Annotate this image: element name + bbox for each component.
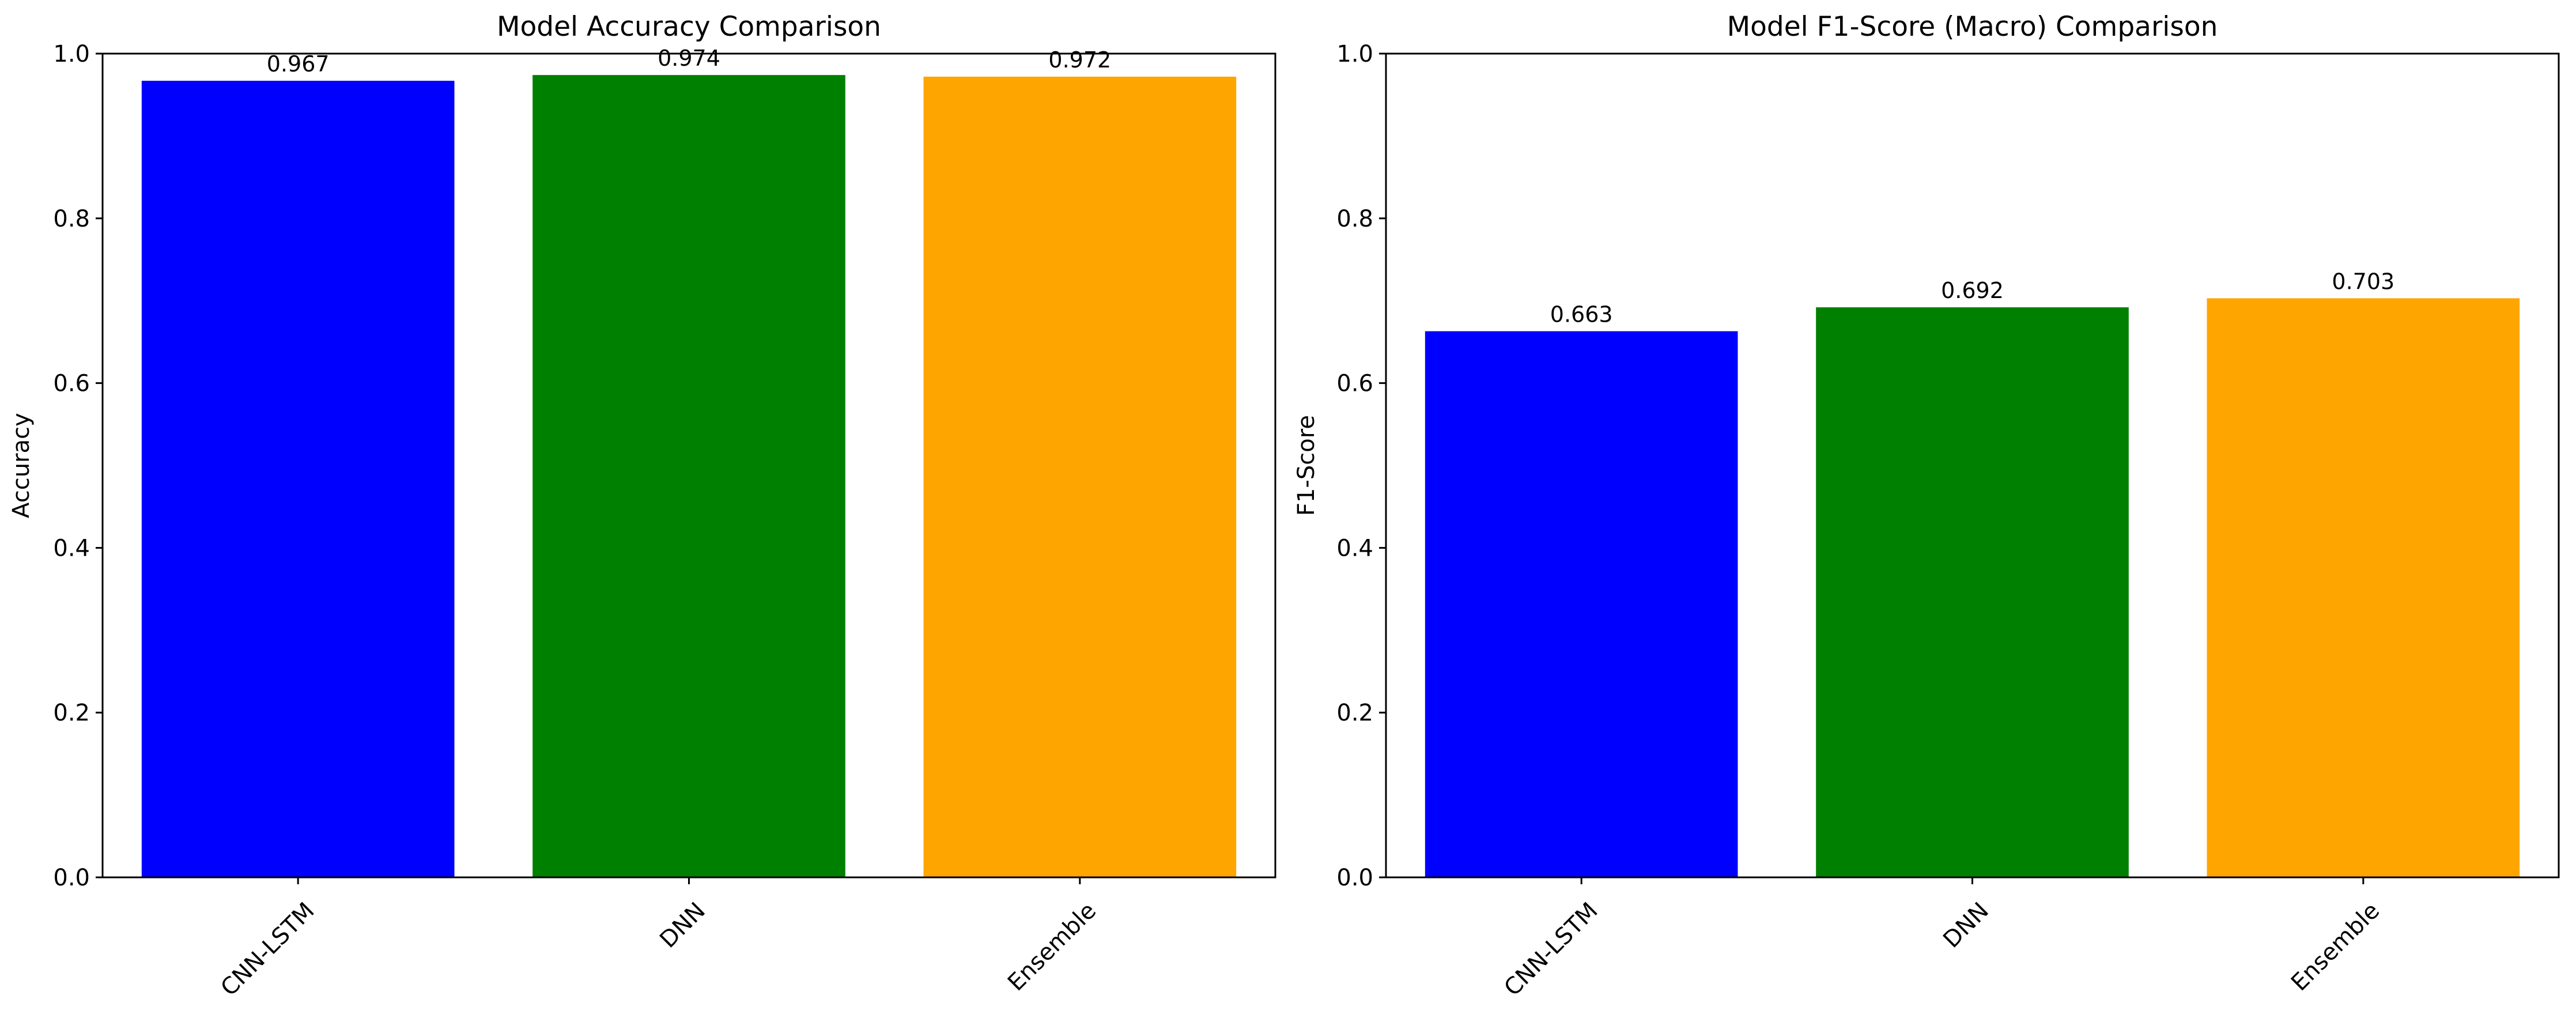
y-tick-label-accuracy-1: 0.2 — [53, 700, 90, 726]
y-tick-label-f1-3: 0.6 — [1336, 371, 1373, 397]
y-tick-label-accuracy-4: 0.8 — [53, 206, 90, 232]
chart-title-accuracy: Model Accuracy Comparison — [497, 11, 881, 43]
y-axis-label-accuracy: Accuracy — [8, 413, 35, 518]
chart-title-f1: Model F1-Score (Macro) Comparison — [1727, 11, 2218, 43]
y-axis-label-f1: F1-Score — [1293, 415, 1320, 516]
y-tick-label-accuracy-0: 0.0 — [53, 865, 90, 891]
y-tick-label-f1-4: 0.8 — [1336, 206, 1373, 232]
chart-panel-accuracy: 0.967 0.974 0.9720.00.20.40.60.81.0CNN-LST… — [8, 11, 1276, 1001]
bar-f1-2 — [2207, 298, 2520, 877]
bar-f1-1 — [1816, 307, 2129, 877]
bar-accuracy-2 — [923, 77, 1237, 878]
y-tick-label-f1-1: 0.2 — [1336, 700, 1373, 726]
y-tick-label-accuracy-5: 1.0 — [53, 41, 90, 67]
value-label-accuracy-2: 0.972 — [1048, 47, 1111, 73]
bar-f1-0 — [1425, 331, 1738, 877]
bar-accuracy-0 — [141, 81, 455, 878]
y-tick-label-f1-2: 0.4 — [1336, 535, 1373, 561]
value-label-f1-2: 0.703 — [2332, 269, 2394, 294]
bar-accuracy-1 — [532, 75, 845, 877]
y-tick-label-accuracy-2: 0.4 — [53, 535, 90, 561]
value-label-f1-1: 0.692 — [1941, 278, 2004, 303]
value-label-accuracy-0: 0.967 — [267, 51, 330, 77]
y-tick-label-accuracy-3: 0.6 — [53, 371, 90, 397]
y-tick-label-f1-0: 0.0 — [1336, 865, 1373, 891]
value-label-f1-0: 0.663 — [1550, 302, 1613, 327]
y-tick-label-f1-5: 1.0 — [1336, 41, 1373, 67]
value-label-accuracy-1: 0.974 — [658, 46, 720, 71]
